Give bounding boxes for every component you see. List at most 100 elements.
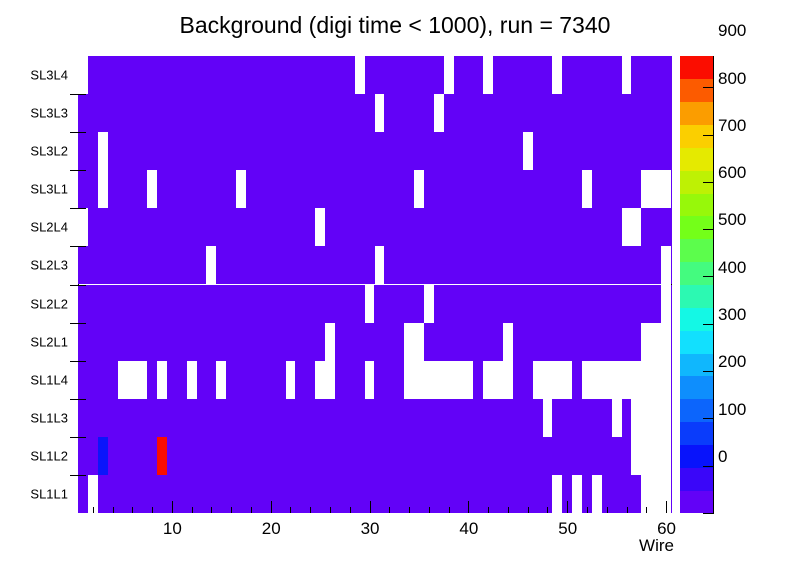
empty-cell <box>611 398 622 437</box>
empty-cell <box>552 360 563 399</box>
heatmap-row-SL1L4 <box>78 360 672 399</box>
x-minor-tick <box>211 507 213 513</box>
empty-cell <box>147 170 158 209</box>
empty-cell <box>591 474 602 513</box>
empty-cell <box>78 208 88 247</box>
empty-cell <box>186 360 197 399</box>
empty-cell <box>502 360 513 399</box>
empty-cell <box>374 94 385 133</box>
x-tick-label: 30 <box>360 519 380 538</box>
empty-cell <box>641 398 652 437</box>
y-axis-label: SL3L1 <box>30 181 68 197</box>
empty-cell <box>463 360 474 399</box>
x-major-tick <box>666 501 668 513</box>
x-minor-tick <box>330 507 332 513</box>
empty-cell <box>631 398 642 437</box>
x-tick-label: 60 <box>657 519 677 538</box>
empty-cell <box>542 398 553 437</box>
y-bin-tick <box>70 436 86 438</box>
x-minor-tick <box>527 507 529 513</box>
color-scale-labels: 0 100 200 300 400 500 600 700 800 900 <box>718 0 788 572</box>
x-minor-tick <box>428 507 430 513</box>
x-minor-tick <box>626 507 628 513</box>
empty-cell <box>443 360 454 399</box>
empty-cell <box>661 170 671 209</box>
x-major-tick <box>270 501 272 513</box>
palette-band <box>680 261 713 285</box>
empty-cell <box>87 474 98 513</box>
y-bin-tick <box>70 284 86 286</box>
heatmap-row-SL2L3 <box>78 246 672 285</box>
palette-tick <box>703 87 714 89</box>
palette-tick <box>703 513 714 514</box>
y-axis-label: SL3L2 <box>30 143 68 159</box>
color-scale-bar <box>680 56 713 514</box>
heatmap-row-SL2L4 <box>78 208 672 247</box>
empty-cell <box>364 284 375 323</box>
x-major-tick <box>369 501 371 513</box>
empty-cell <box>423 284 434 323</box>
x-minor-tick <box>646 507 648 513</box>
y-axis-label: SL2L4 <box>30 219 68 235</box>
empty-cell <box>651 436 662 475</box>
empty-cell <box>78 56 88 95</box>
y-bin-tick <box>70 398 86 400</box>
empty-cell <box>315 360 326 399</box>
palette-band <box>680 238 713 263</box>
palette-band <box>680 330 713 354</box>
value-cell-SL1L2-w9 <box>157 436 167 475</box>
empty-cell <box>216 360 227 399</box>
palette-band <box>680 375 713 400</box>
palette-tick <box>703 465 714 467</box>
empty-cell <box>651 398 662 437</box>
y-bin-tick <box>70 208 86 210</box>
empty-cell <box>661 360 671 399</box>
empty-cell <box>651 322 662 361</box>
color-scale-axis <box>713 56 714 514</box>
x-minor-tick <box>409 507 411 513</box>
empty-cell <box>404 322 415 361</box>
y-bin-tick <box>70 94 86 96</box>
empty-cell <box>661 398 671 437</box>
x-minor-tick <box>507 507 509 513</box>
palette-band <box>680 215 713 240</box>
empty-cell <box>97 132 108 171</box>
empty-cell <box>661 322 671 361</box>
empty-cell <box>364 360 375 399</box>
empty-cell <box>433 94 444 133</box>
palette-tick <box>703 371 714 373</box>
empty-cell <box>651 474 662 513</box>
empty-cell <box>157 360 167 399</box>
y-bin-tick <box>70 360 86 362</box>
empty-cell <box>325 322 335 361</box>
y-axis-label: SL2L1 <box>30 334 68 350</box>
empty-cell <box>236 170 246 209</box>
palette-band <box>680 467 713 491</box>
palette-tick-label: 400 <box>718 257 747 277</box>
x-minor-tick <box>586 507 588 513</box>
empty-cell <box>354 56 365 95</box>
palette-band <box>680 307 713 331</box>
empty-cell <box>443 56 454 95</box>
empty-cell <box>582 170 592 209</box>
palette-band <box>680 147 713 171</box>
empty-cell <box>641 322 652 361</box>
value-cell-SL1L2-w3 <box>97 436 108 475</box>
y-axis-label: SL1L4 <box>30 372 68 388</box>
y-bin-tick <box>70 170 86 172</box>
x-tick-label: 10 <box>162 519 182 538</box>
empty-cell <box>483 56 494 95</box>
palette-tick-label: 700 <box>718 115 747 135</box>
palette-tick-label: 100 <box>718 399 747 419</box>
y-bin-tick <box>70 246 86 248</box>
palette-band <box>680 124 713 148</box>
palette-tick-label: 600 <box>718 163 747 183</box>
empty-cell <box>137 360 148 399</box>
x-minor-tick <box>112 507 114 513</box>
empty-cell <box>552 474 563 513</box>
empty-cell <box>127 360 138 399</box>
empty-cell <box>433 360 444 399</box>
palette-tick-label: 500 <box>718 210 747 230</box>
empty-cell <box>404 360 415 399</box>
empty-cell <box>661 474 671 513</box>
